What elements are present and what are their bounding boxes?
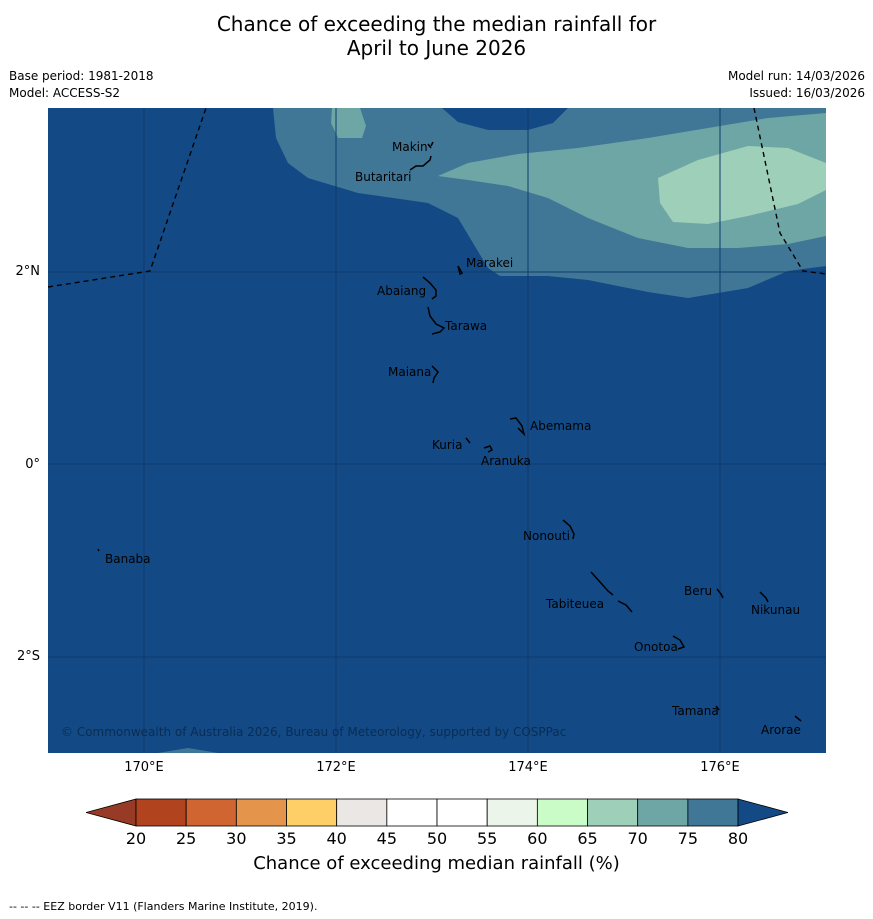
title-line-1: Chance of exceeding the median rainfall …: [216, 12, 657, 36]
contour-patch-bottom: [158, 748, 218, 753]
base-period: Base period: 1981-2018: [9, 69, 154, 83]
meta-left: Base period: 1981-2018 Model: ACCESS-S2: [9, 68, 154, 102]
colorbar-label: Chance of exceeding median rainfall (%): [253, 853, 620, 874]
island-label-tarawa: Tarawa: [444, 319, 487, 333]
meta-right: Model run: 14/03/2026 Issued: 16/03/2026: [728, 68, 865, 102]
colorbar-tick-55: 55: [477, 829, 498, 848]
eez-border: [48, 108, 826, 288]
island-shape-onotoa: [672, 635, 686, 650]
island-label-butaritari: Butaritari: [355, 170, 412, 184]
island-label-kuria: Kuria: [432, 438, 463, 452]
colorbar-tick-20: 20: [125, 829, 147, 848]
map-title: Chance of exceeding the median rainfall …: [0, 12, 873, 60]
island-shape-nonouti: [562, 519, 575, 540]
colorbar-segment-50-55: [436, 798, 488, 827]
copyright-text: © Commonwealth of Australia 2026, Bureau…: [61, 725, 566, 739]
contour-notch-top: [442, 108, 568, 130]
colorbar-segment-60-65: [536, 798, 588, 827]
island-shape-beru: [716, 588, 724, 599]
island-label-makin: Makin: [392, 140, 428, 154]
island-shape-banaba: [97, 548, 100, 552]
colorbar-segment-70-75: [637, 798, 689, 827]
colorbar-tick-75: 75: [677, 829, 699, 848]
colorbar-segments: [86, 798, 788, 827]
island-label-marakei: Marakei: [466, 256, 513, 270]
colorbar-over-arrow: [737, 798, 788, 827]
island-shape-butaritari: [409, 155, 432, 171]
colorbar-tick-80: 80: [727, 829, 749, 848]
island-label-beru: Beru: [684, 584, 712, 598]
lat-label-2n: 2°N: [15, 264, 41, 279]
island-label-onotoa: Onotoa: [634, 640, 678, 654]
island-shape-abemama: [509, 417, 526, 437]
contour-patch-top: [331, 108, 366, 138]
island-shape-marakei: [457, 265, 464, 276]
island-shape-tarawa: [427, 306, 446, 335]
island-label-abemama: Abemama: [530, 419, 591, 433]
model-run: Model run: 14/03/2026: [727, 69, 865, 83]
island-label-banaba: Banaba: [105, 552, 151, 566]
colorbar-segment-35-40: [286, 798, 338, 827]
eez-border-west: [48, 108, 207, 288]
lon-label-176e: 176°E: [700, 760, 740, 775]
island-shape-aranuka: [483, 445, 494, 453]
island-label-nonouti: Nonouti: [523, 529, 570, 543]
colorbar-under-arrow: [86, 798, 137, 827]
island-shape-nikunau: [759, 591, 769, 603]
lat-label-2s: 2°S: [16, 649, 40, 664]
model-name: Model: ACCESS-S2: [9, 86, 121, 100]
island-label-abaiang: Abaiang: [377, 284, 426, 298]
island-shape-makin: [427, 141, 434, 149]
colorbar-tick-70: 70: [627, 829, 648, 848]
island-shape-abaiang: [422, 276, 437, 300]
island-shape-maiana: [431, 365, 439, 384]
rainfall-map[interactable]: Makin Butaritari Marakei Abaiang Tarawa …: [48, 108, 826, 753]
island-label-tamana: Tamana: [671, 704, 719, 718]
title-line-2: April to June 2026: [346, 36, 527, 60]
eez-footnote: -- -- -- EEZ border V11 (Flanders Marine…: [9, 900, 318, 913]
colorbar-segment-25-30: [185, 798, 237, 827]
island-shape-kuria: [465, 437, 471, 444]
island-shape-arorae: [794, 715, 802, 722]
contour-65-70: [658, 146, 826, 224]
colorbar-segment-40-45: [336, 798, 388, 827]
colorbar-tick-40: 40: [326, 829, 347, 848]
gridlines: [48, 108, 826, 753]
island-shapes: [97, 141, 802, 722]
colorbar: [86, 798, 788, 827]
island-shape-tabiteuea: [590, 571, 633, 613]
colorbar-segment-55-60: [486, 798, 538, 827]
issued-date: Issued: 16/03/2026: [749, 86, 865, 100]
colorbar-tick-60: 60: [527, 829, 548, 848]
colorbar-segment-65-70: [587, 798, 639, 827]
eez-border-east: [753, 108, 826, 275]
island-label-nikunau: Nikunau: [751, 603, 800, 617]
colorbar-tick-65: 65: [577, 829, 598, 848]
colorbar-tick-35: 35: [276, 829, 297, 848]
island-label-arorae: Arorae: [761, 723, 801, 737]
lon-label-170e: 170°E: [124, 760, 164, 775]
colorbar-segment-75-80: [687, 798, 739, 827]
lon-label-174e: 174°E: [508, 760, 548, 775]
island-label-tabiteuea: Tabiteuea: [545, 597, 604, 611]
colorbar-segment-30-35: [235, 798, 287, 827]
colorbar-segment-45-50: [386, 798, 438, 827]
colorbar-tick-45: 45: [376, 829, 398, 848]
lon-label-172e: 172°E: [316, 760, 356, 775]
colorbar-tick-50: 50: [426, 829, 448, 848]
island-shape-tamana: [715, 705, 720, 711]
colorbar-tick-30: 30: [226, 829, 247, 848]
island-label-aranuka: Aranuka: [481, 454, 531, 468]
island-labels: Makin Butaritari Marakei Abaiang Tarawa …: [105, 140, 801, 737]
colorbar-segment-20-25: [135, 798, 187, 827]
lat-label-0: 0°: [25, 457, 40, 472]
colorbar-tick-25: 25: [175, 829, 197, 848]
island-label-maiana: Maiana: [388, 365, 431, 379]
